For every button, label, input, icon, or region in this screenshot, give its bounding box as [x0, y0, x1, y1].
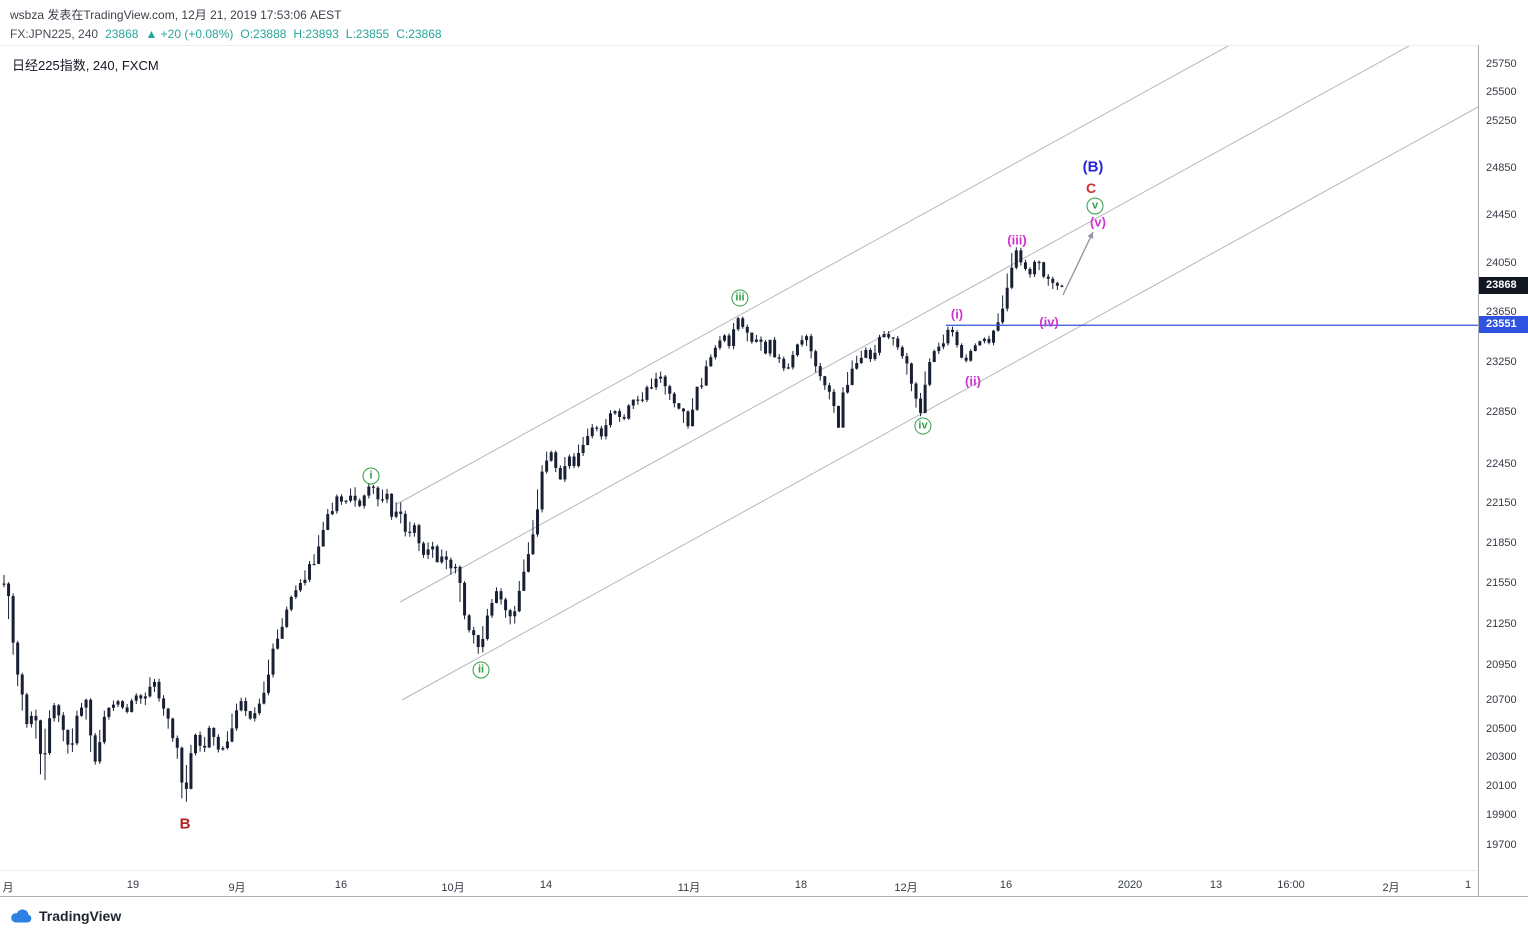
trend-channel-line[interactable] — [401, 106, 1478, 701]
level-price-label: 23551 — [1479, 316, 1528, 334]
high-value: H:23893 — [293, 27, 339, 41]
price-tick-label: 20500 — [1486, 722, 1517, 735]
wave-label-C[interactable]: C — [1085, 180, 1097, 196]
price-tick-label: 25500 — [1486, 86, 1517, 99]
time-tick-label: 18 — [794, 879, 808, 891]
time-tick-label: 1 — [1464, 879, 1472, 891]
trend-channel-line[interactable] — [399, 46, 1410, 603]
time-tick-label: 13 — [1209, 879, 1223, 891]
last-price-label: 23868 — [1479, 277, 1528, 295]
last-price-value: 23868 — [105, 27, 139, 41]
wave-label-ii[interactable]: ii — [472, 661, 490, 679]
price-tick-label: 25750 — [1486, 58, 1517, 71]
wave-label-iv[interactable]: (iv) — [1039, 314, 1059, 330]
price-tick-label: 24850 — [1486, 161, 1517, 174]
price-tick-label: 23650 — [1486, 306, 1517, 318]
price-tick-label: 25250 — [1486, 115, 1517, 128]
wave-label-iii[interactable]: (iii) — [1007, 232, 1027, 248]
price-change: ▲ +20 (+0.08%) — [145, 27, 234, 41]
time-tick-label: 12月 — [894, 882, 918, 894]
price-tick-label: 24050 — [1486, 257, 1517, 270]
candlestick-chart — [2, 46, 1478, 802]
trend-channel-line[interactable] — [396, 46, 1229, 505]
wave-label-v[interactable]: v — [1086, 197, 1104, 215]
price-tick-label: 21850 — [1486, 536, 1517, 549]
price-tick-label: 22150 — [1486, 497, 1517, 509]
wave-label-iii[interactable]: iii — [731, 289, 749, 307]
candlestick-series — [2, 247, 1064, 802]
symbol-name: FX:JPN225, 240 — [10, 27, 99, 41]
footer: TradingView — [0, 897, 1528, 934]
time-tick-label: 10月 — [441, 882, 465, 894]
time-tick-label: 14 — [539, 879, 553, 891]
time-tick-label: 19 — [126, 879, 140, 891]
open-value: O:23888 — [240, 27, 287, 41]
price-tick-label: 21250 — [1486, 617, 1517, 630]
wave-label-v[interactable]: (v) — [1090, 214, 1106, 230]
time-tick-label: 9月 — [228, 882, 246, 894]
chart-bottom-border — [0, 896, 1528, 897]
cloud-icon — [11, 908, 32, 923]
wave-label-iv[interactable]: iv — [914, 417, 932, 435]
publish-header: wsbza 发表在TradingView.com, 12月 21, 2019 1… — [0, 0, 1528, 45]
wave-label-i[interactable]: i — [362, 467, 380, 485]
symbol-quote-bar: FX:JPN225, 240 23868 ▲ +20 (+0.08%) O:23888… — [10, 27, 1528, 41]
time-tick-label: 16 — [334, 879, 348, 891]
time-tick-label: 16 — [999, 879, 1013, 891]
time-axis[interactable]: 月 19 9月 16 10月 14 11月 18 12月 16 2020 13 16:00 2月 1 — [0, 870, 1478, 896]
tradingview-brand-text: TradingView — [39, 907, 122, 924]
price-tick-label: 20700 — [1486, 694, 1517, 707]
tradingview-logo[interactable]: TradingView — [9, 907, 121, 925]
close-value: C:23868 — [396, 27, 442, 41]
projection-arrow[interactable] — [1062, 231, 1094, 296]
wave-label-ii[interactable]: (ii) — [965, 373, 981, 389]
price-tick-label: 19900 — [1486, 809, 1517, 822]
price-tick-label: 20100 — [1486, 780, 1517, 793]
price-tick-label: 22850 — [1486, 406, 1517, 419]
price-tick-label: 21550 — [1486, 577, 1517, 590]
price-tick-label: 24450 — [1486, 209, 1517, 222]
price-tick-label: 20300 — [1486, 751, 1517, 764]
price-tick-label: 23250 — [1486, 355, 1517, 368]
price-tick-label: 22450 — [1486, 457, 1517, 470]
time-tick-label: 月 — [2, 882, 14, 894]
low-value: L:23855 — [345, 27, 390, 41]
time-tick-label: 11月 — [677, 882, 701, 894]
chart-legend-title: 日经225指数, 240, FXCM — [12, 58, 159, 73]
wave-label-B[interactable]: (B) — [1082, 158, 1104, 176]
publish-byline: wsbza 发表在TradingView.com, 12月 21, 2019 1… — [10, 8, 342, 22]
price-tick-label: 19700 — [1486, 838, 1517, 851]
price-axis[interactable]: 25750 25500 25250 24850 24450 24050 23650 23250… — [1478, 45, 1528, 897]
time-tick-label: 16:00 — [1277, 879, 1305, 891]
time-tick-label: 2020 — [1117, 879, 1143, 891]
wave-label-B[interactable]: B — [179, 815, 191, 833]
projection-arrowhead — [1087, 232, 1094, 239]
wave-label-i[interactable]: (i) — [950, 306, 964, 322]
time-tick-label: 2月 — [1382, 882, 1400, 894]
price-tick-label: 20950 — [1486, 659, 1517, 672]
